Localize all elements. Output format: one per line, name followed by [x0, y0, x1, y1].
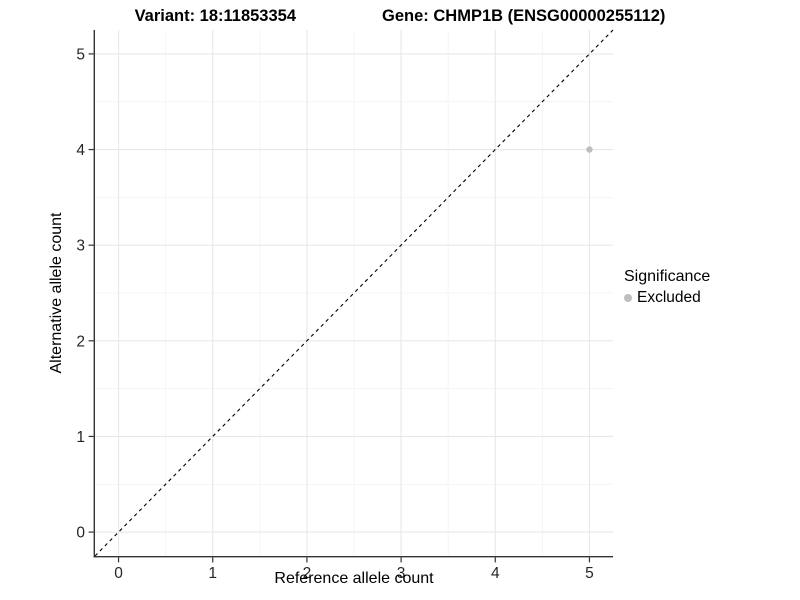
y-tick-label: 3 [76, 238, 85, 255]
x-tick-label: 1 [208, 565, 217, 582]
y-tick-label: 0 [76, 525, 85, 542]
legend-title: Significance [624, 268, 711, 285]
x-tick-label: 5 [585, 565, 594, 582]
gene-title: Gene: CHMP1B (ENSG00000255112) [382, 7, 666, 25]
x-tick-label: 4 [491, 565, 500, 582]
x-tick-label: 3 [397, 565, 406, 582]
x-axis-title: Reference allele count [274, 570, 434, 587]
y-tick-label: 2 [76, 333, 85, 350]
legend: Significance Excluded [624, 268, 710, 307]
legend-item-excluded: Excluded [624, 289, 710, 307]
variant-title: Variant: 18:11853354 [134, 7, 297, 25]
y-tick-label: 1 [76, 429, 85, 446]
y-axis-title: Alternative allele count [48, 212, 65, 374]
legend-key-dot-icon [624, 294, 632, 302]
x-tick-label: 0 [114, 565, 123, 582]
legend-item-label: Excluded [637, 289, 701, 306]
y-tick-label: 5 [76, 46, 85, 63]
y-tick-label: 4 [76, 142, 85, 159]
x-tick-label: 2 [303, 565, 312, 582]
data-point [586, 146, 593, 153]
plot-title: Variant: 18:11853354 Gene: CHMP1B (ENSG0… [0, 7, 800, 26]
